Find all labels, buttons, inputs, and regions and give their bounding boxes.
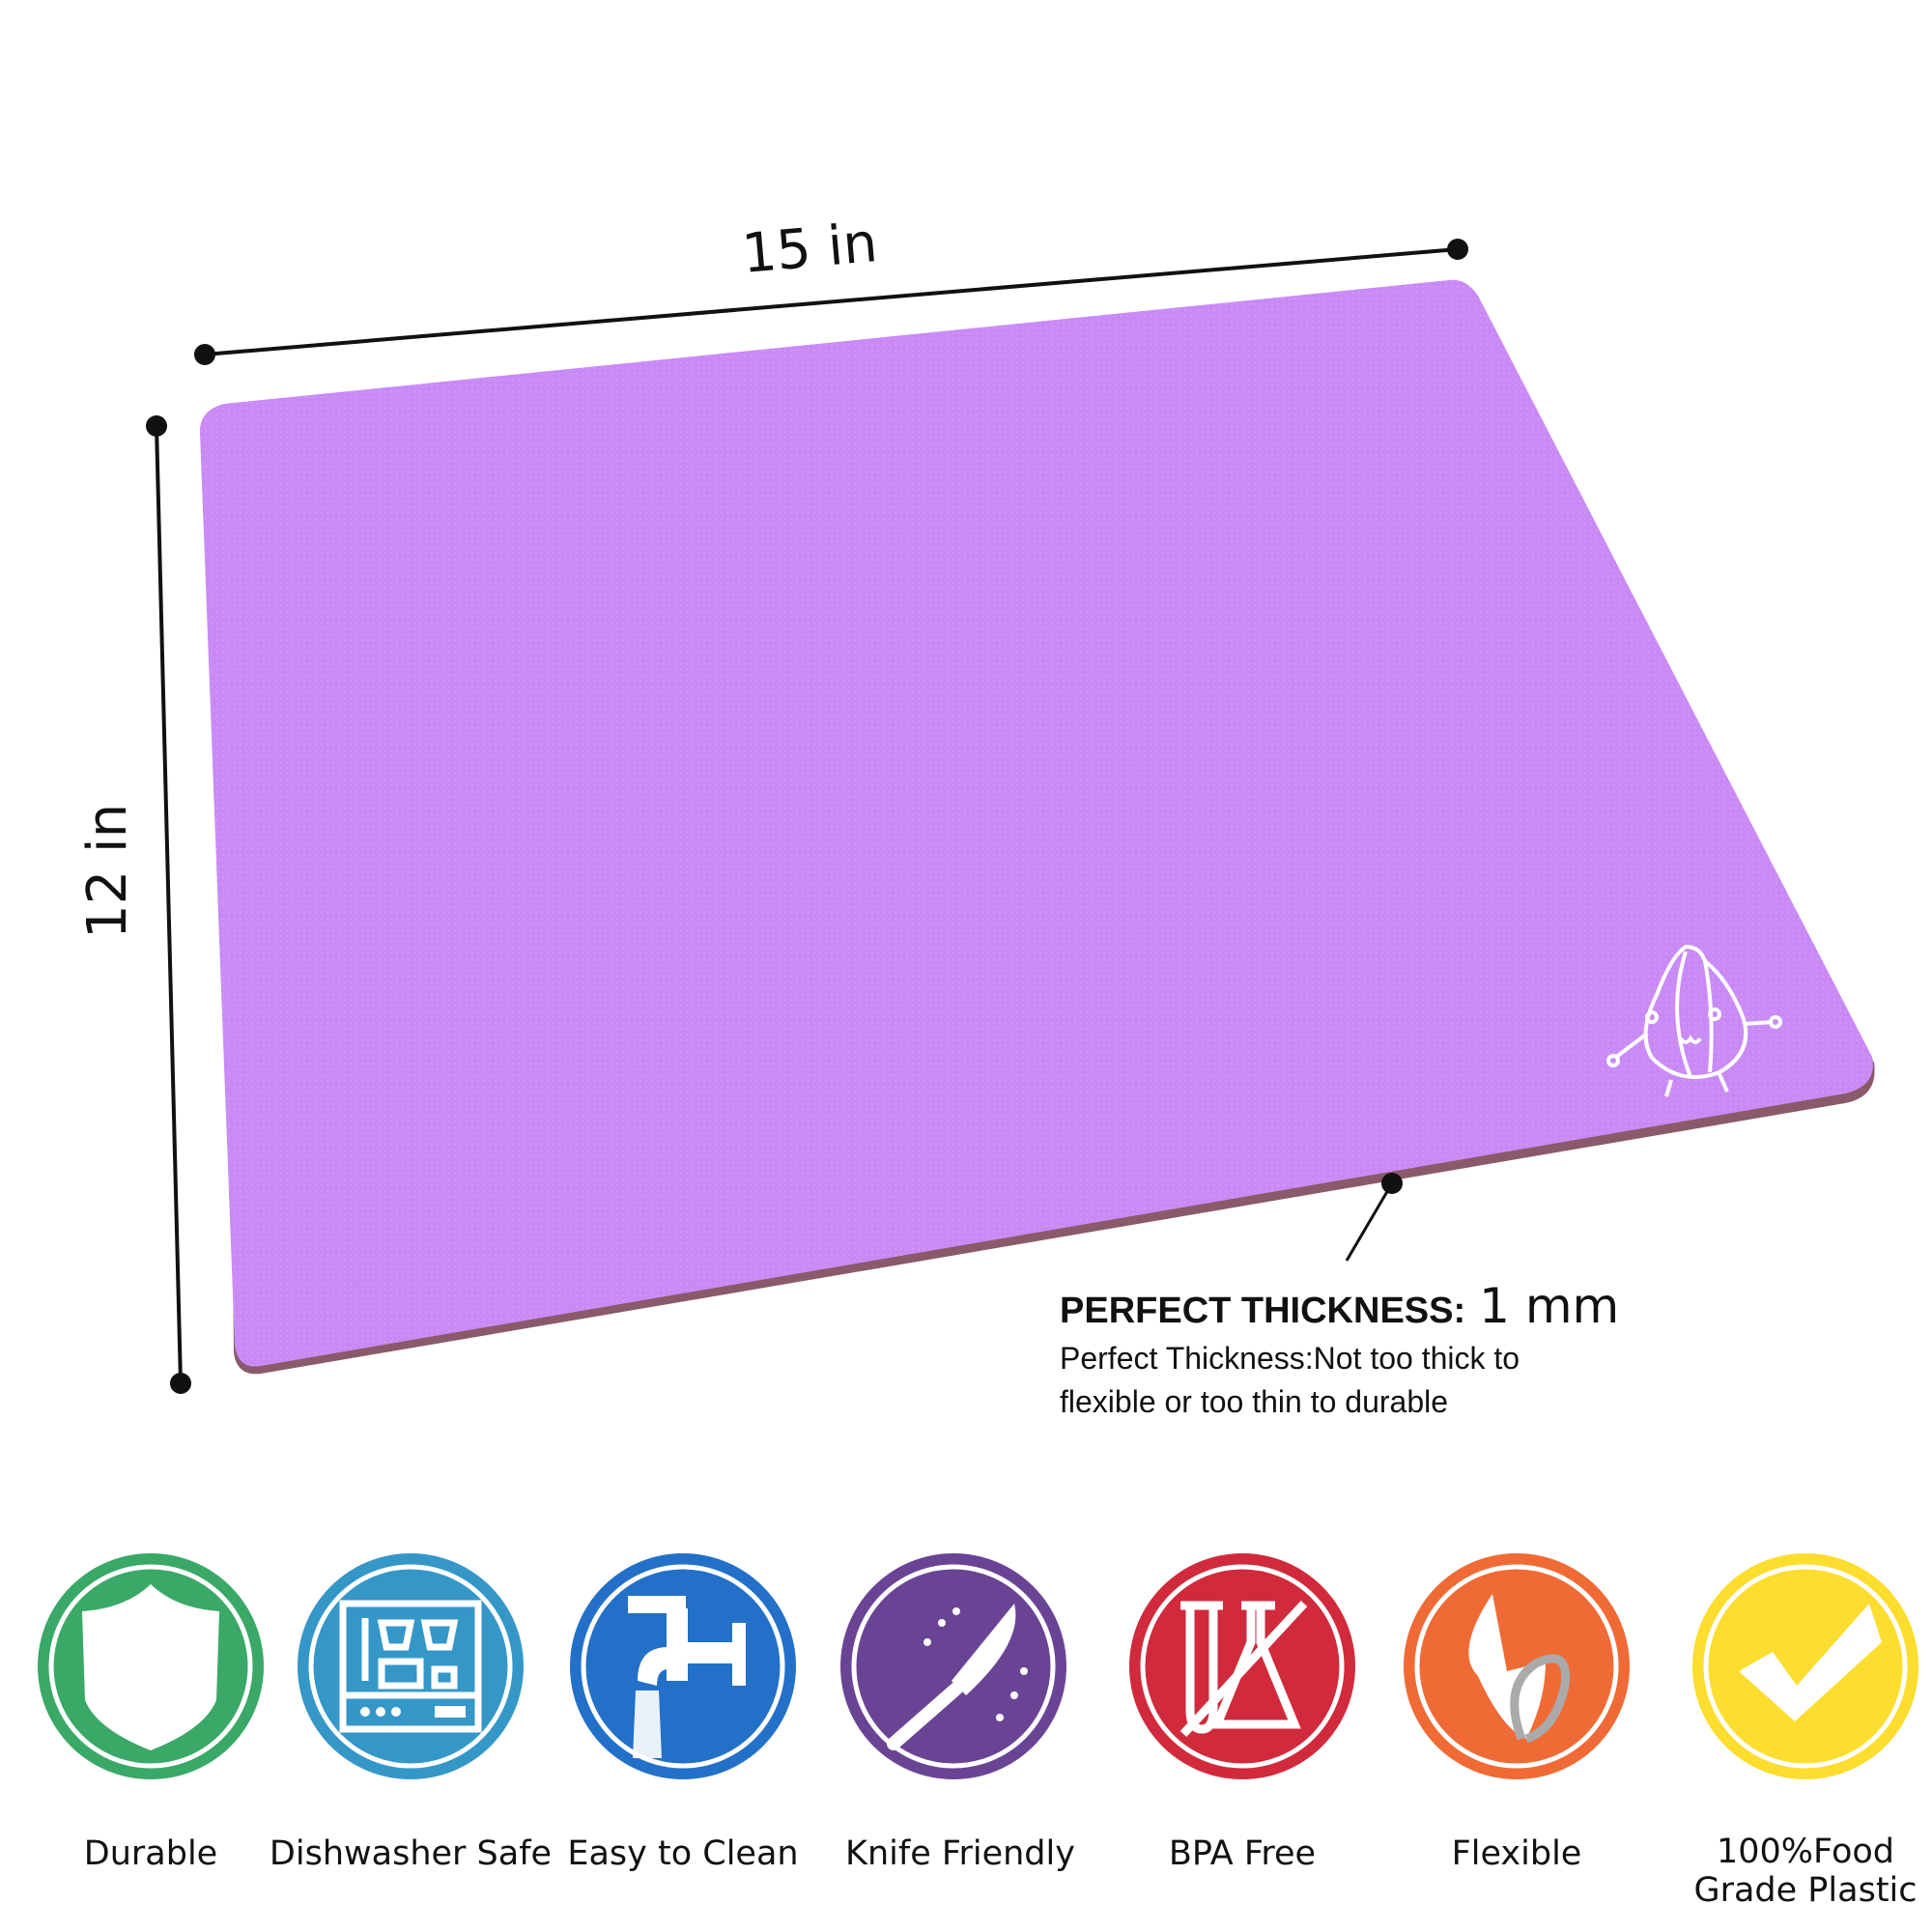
- feature-dishwasher-safe: Dishwasher Safe: [270, 1553, 552, 1873]
- height-label: 12 in: [76, 804, 139, 939]
- feature-food-grade: 100%Food Grade Plastic: [1692, 1553, 1918, 1910]
- feature-bpa-free: BPA Free: [1129, 1553, 1355, 1873]
- feature-label-line1: 100%Food: [1717, 1833, 1894, 1871]
- feature-label: Durable: [84, 1834, 217, 1873]
- flexible-sheet-icon: [1468, 1594, 1571, 1744]
- feature-knife-friendly: Knife Friendly: [840, 1553, 1075, 1873]
- width-dimension: 15 in: [194, 212, 1468, 365]
- cutting-board: [199, 279, 1875, 1375]
- shield-icon: [82, 1584, 219, 1750]
- feature-label: Flexible: [1452, 1834, 1582, 1873]
- thickness-callout: PERFECT THICKNESS: 1 mm Perfect Thickness…: [1060, 1173, 1619, 1419]
- dishwasher-icon: [339, 1600, 482, 1733]
- width-label: 15 in: [740, 212, 880, 286]
- faucet-icon: [628, 1596, 746, 1758]
- checkmark-icon: [1739, 1604, 1882, 1721]
- height-dimension: 12 in: [76, 415, 191, 1394]
- thickness-description-2: flexible or too thin to durable: [1060, 1384, 1448, 1419]
- svg-text:PERFECT THICKNESS:1 mm: PERFECT THICKNESS: 1 mm: [1060, 1278, 1619, 1334]
- feature-label-line2: Grade Plastic: [1693, 1871, 1917, 1910]
- feature-durable: Durable: [38, 1553, 264, 1873]
- thickness-value: 1 mm: [1479, 1278, 1619, 1334]
- feature-label: Dishwasher Safe: [270, 1834, 552, 1873]
- garlic-logo-icon: [1606, 944, 1782, 1097]
- feature-label: BPA Free: [1169, 1834, 1316, 1873]
- feature-label: Knife Friendly: [845, 1834, 1075, 1873]
- feature-easy-to-clean: Easy to Clean: [567, 1553, 799, 1873]
- feature-flexible: Flexible: [1404, 1553, 1630, 1873]
- no-chemical-icon: [1179, 1600, 1308, 1738]
- knife-icon: [887, 1604, 1028, 1750]
- feature-label: Easy to Clean: [567, 1834, 798, 1873]
- thickness-heading: PERFECT THICKNESS:: [1060, 1291, 1465, 1331]
- thickness-description-1: Perfect Thickness:Not too thick to: [1060, 1341, 1520, 1376]
